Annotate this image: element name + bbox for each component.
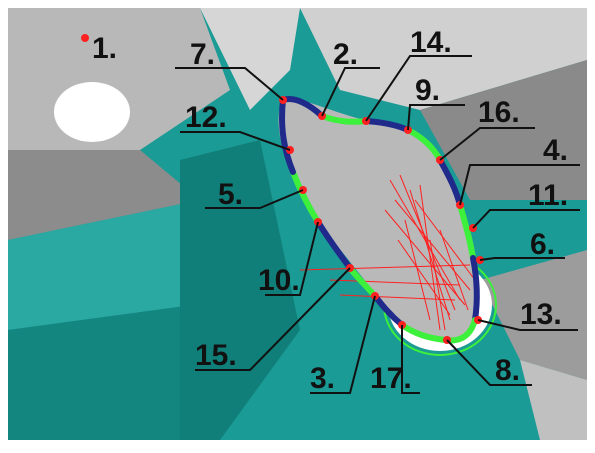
label-9: 9. xyxy=(415,74,440,107)
leader-9 xyxy=(407,104,465,131)
segment-10-5 xyxy=(290,169,321,225)
column-shadow xyxy=(180,140,300,440)
leader-3 xyxy=(310,295,376,394)
label-5: 5. xyxy=(218,178,243,211)
upper-panel-right xyxy=(300,8,587,110)
segment-15-10 xyxy=(315,219,353,271)
right-bottom-panel xyxy=(520,360,587,440)
label-11: 11. xyxy=(528,179,568,212)
leader-lines xyxy=(175,55,580,394)
leader-15 xyxy=(195,267,351,371)
leader-8 xyxy=(446,339,532,386)
left-floor xyxy=(8,200,230,330)
label-6: 6. xyxy=(530,228,555,261)
leader-10 xyxy=(265,221,319,296)
leader-12 xyxy=(180,131,291,151)
label-15: 15. xyxy=(195,339,237,372)
label-10: 10. xyxy=(258,264,300,297)
label-14: 14. xyxy=(410,26,452,59)
lower-left-floor xyxy=(8,300,230,440)
leader-6 xyxy=(479,257,565,261)
label-3: 3. xyxy=(310,362,335,395)
leader-7 xyxy=(175,67,284,101)
label-4: 4. xyxy=(543,134,568,167)
segment-5-12 xyxy=(279,97,296,175)
light-spot xyxy=(54,82,130,142)
labels: 1. 2. 3. 4. 5. 6. 7. 8. 9. 10. 11. 12. 1… xyxy=(92,26,568,395)
label-16: 16. xyxy=(478,96,520,129)
segment-4-11 xyxy=(457,202,476,261)
label-1: 1. xyxy=(92,32,117,65)
segment-11-6 xyxy=(470,255,480,323)
label-12: 12. xyxy=(185,101,227,134)
leader-17 xyxy=(401,325,420,394)
leader-16 xyxy=(439,127,535,161)
upper-panel-left xyxy=(200,8,300,110)
leader-13 xyxy=(477,319,578,331)
label-17: 17. xyxy=(370,362,412,395)
label-7: 7. xyxy=(190,38,215,71)
leader-4 xyxy=(459,164,580,206)
leader-11 xyxy=(472,209,580,229)
left-wall-shade xyxy=(8,150,200,240)
point-1 xyxy=(81,34,89,42)
leader-5 xyxy=(205,189,304,209)
central-body xyxy=(278,99,479,341)
right-lower-panel xyxy=(480,250,587,380)
label-2: 2. xyxy=(333,38,358,71)
leader-14 xyxy=(365,55,472,122)
leader-2 xyxy=(321,67,380,117)
label-8: 8. xyxy=(495,354,520,387)
label-13: 13. xyxy=(520,298,562,331)
ray-bundle xyxy=(299,174,476,331)
